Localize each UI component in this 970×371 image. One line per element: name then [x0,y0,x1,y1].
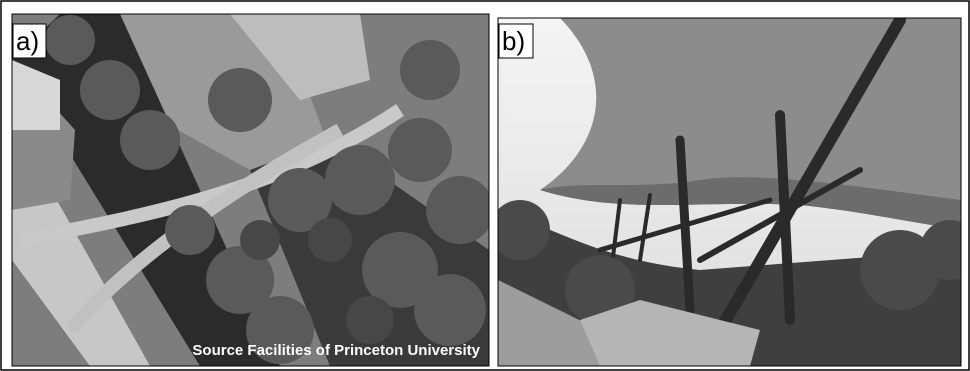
photo-b [490,18,970,366]
photo-a [12,14,494,366]
photo-caption: Source Facilities of Princeton Universit… [192,342,480,359]
panel-label: a) [16,26,39,56]
panel-label: b) [502,26,525,56]
figure: a) Source Facilities of Princeton Univer… [0,0,970,371]
